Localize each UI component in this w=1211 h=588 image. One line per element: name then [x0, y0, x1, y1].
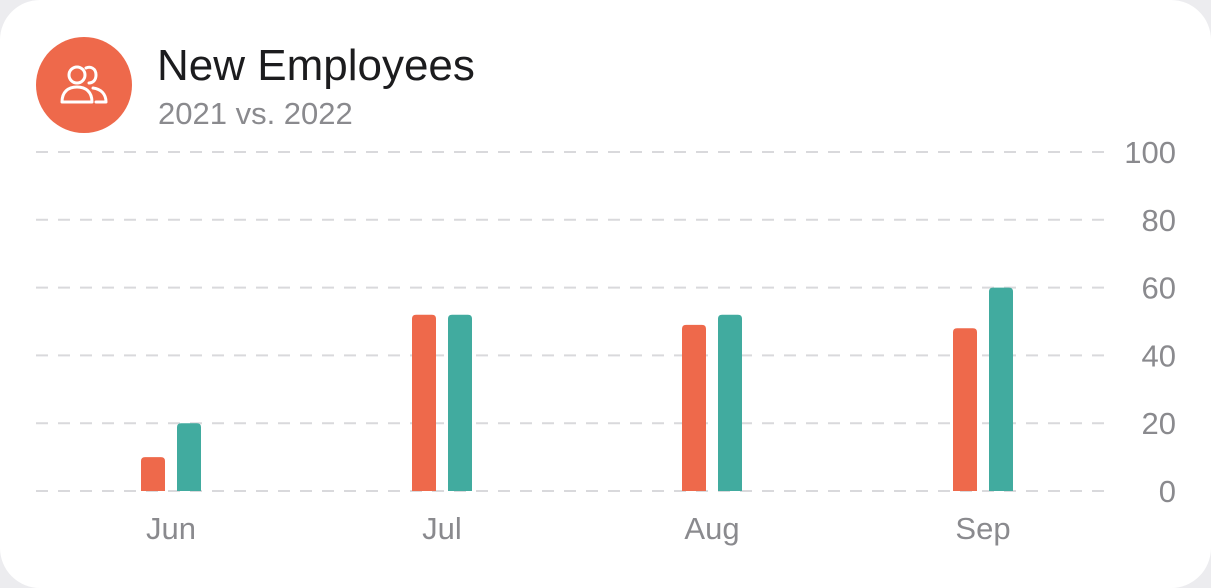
bar-sep-series-2: [989, 287, 1013, 491]
y-tick-label: 20: [1142, 406, 1176, 441]
x-tick-label: Sep: [955, 511, 1010, 546]
bar-jul-series-2: [448, 314, 472, 491]
bar-jun-series-1: [141, 457, 165, 491]
bar-aug-series-2: [718, 314, 742, 491]
x-tick-label: Jun: [146, 511, 196, 546]
y-tick-label: 80: [1142, 203, 1176, 238]
bar-jun-series-2: [177, 423, 201, 491]
y-tick-label: 100: [1124, 135, 1176, 170]
x-tick-label: Aug: [684, 511, 739, 546]
y-tick-label: 60: [1142, 271, 1176, 306]
chart-subtitle: 2021 vs. 2022: [158, 96, 353, 131]
users-icon-badge: [36, 37, 132, 133]
y-tick-label: 40: [1142, 338, 1176, 373]
bar-sep-series-1: [953, 328, 977, 491]
y-tick-label: 0: [1159, 474, 1176, 509]
chart-title: New Employees: [157, 41, 475, 90]
x-tick-label: Jul: [422, 511, 462, 546]
users-icon: [60, 65, 108, 104]
bar-jul-series-1: [412, 314, 436, 491]
bar-aug-series-1: [682, 324, 706, 491]
